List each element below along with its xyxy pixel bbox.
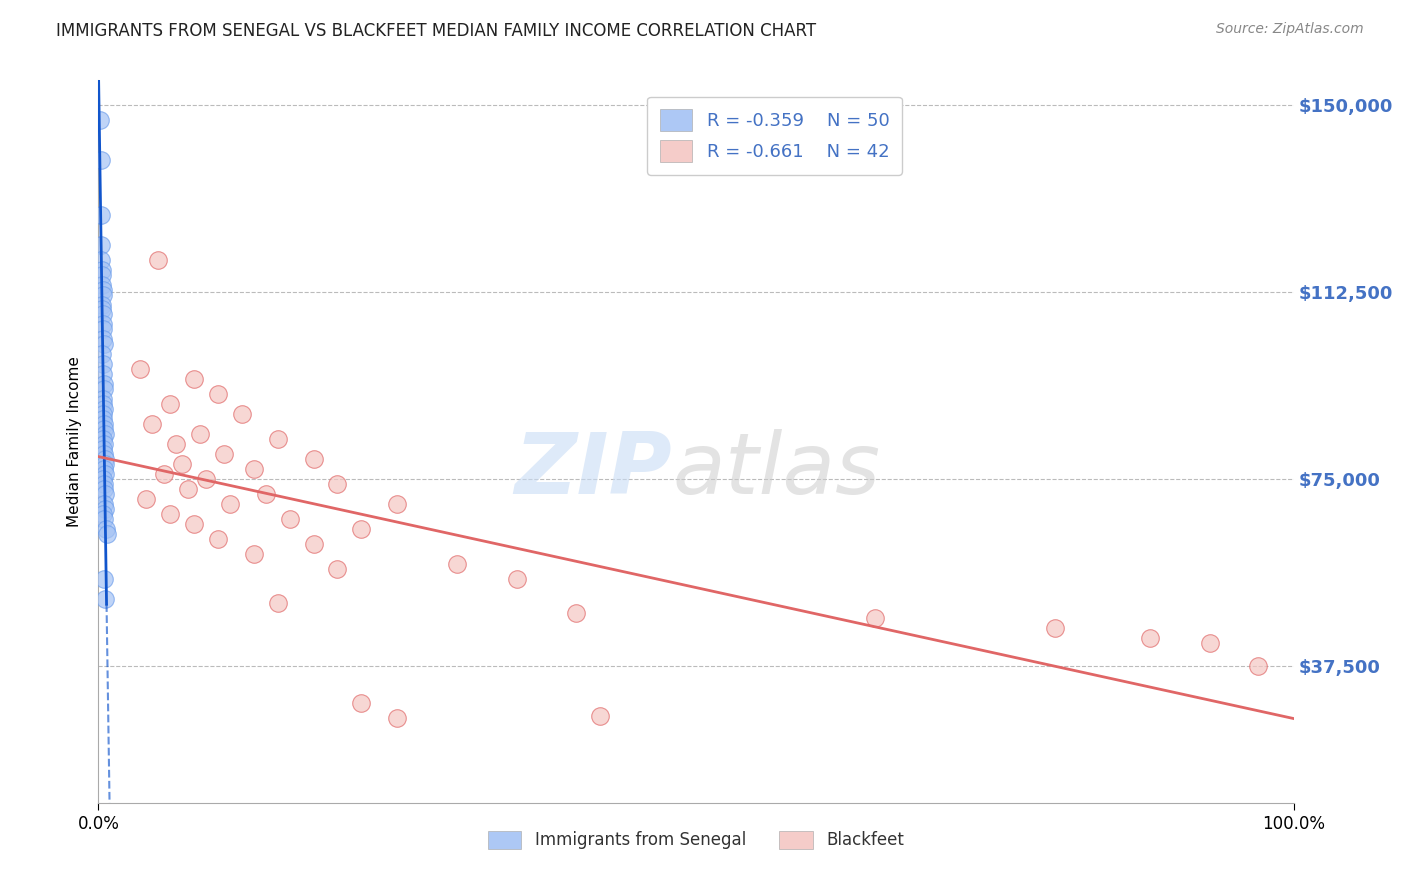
Point xyxy=(94,457,117,471)
Point xyxy=(148,252,170,267)
Point xyxy=(94,591,117,606)
Point xyxy=(302,452,325,467)
Point xyxy=(1199,636,1222,650)
Point xyxy=(96,526,118,541)
Point xyxy=(326,476,349,491)
Point xyxy=(93,482,115,496)
Point xyxy=(350,522,373,536)
Point xyxy=(91,368,114,382)
Point xyxy=(93,382,115,396)
Point xyxy=(94,501,117,516)
Point xyxy=(278,512,301,526)
Point xyxy=(93,447,115,461)
Point xyxy=(385,711,409,725)
Point xyxy=(153,467,176,481)
Point xyxy=(93,397,115,411)
Point xyxy=(90,208,112,222)
Point xyxy=(165,437,187,451)
Point xyxy=(91,392,114,407)
Point xyxy=(231,407,253,421)
Y-axis label: Median Family Income: Median Family Income xyxy=(67,356,83,527)
Point xyxy=(93,462,115,476)
Point xyxy=(94,427,117,442)
Point xyxy=(219,497,242,511)
Point xyxy=(91,277,114,292)
Point xyxy=(93,507,115,521)
Point xyxy=(91,407,114,421)
Point xyxy=(93,437,115,451)
Point xyxy=(172,457,194,471)
Point xyxy=(91,472,114,486)
Point xyxy=(93,572,115,586)
Point xyxy=(91,357,114,371)
Point xyxy=(1139,632,1161,646)
Point xyxy=(91,302,114,317)
Point xyxy=(243,547,266,561)
Point xyxy=(1247,658,1270,673)
Point xyxy=(90,237,112,252)
Point xyxy=(254,487,277,501)
Point xyxy=(91,347,114,361)
Point xyxy=(267,597,290,611)
Legend: Immigrants from Senegal, Blackfeet: Immigrants from Senegal, Blackfeet xyxy=(481,824,911,856)
Text: atlas: atlas xyxy=(672,429,880,512)
Point xyxy=(89,113,111,128)
Point xyxy=(350,696,373,710)
Point xyxy=(177,482,200,496)
Point xyxy=(129,362,152,376)
Point xyxy=(141,417,163,431)
Point xyxy=(91,308,114,322)
Point xyxy=(93,377,115,392)
Text: ZIP: ZIP xyxy=(515,429,672,512)
Point xyxy=(207,532,229,546)
Point xyxy=(93,497,115,511)
Point xyxy=(207,387,229,401)
Point xyxy=(267,432,290,446)
Point xyxy=(93,512,115,526)
Point xyxy=(93,422,115,436)
Point xyxy=(93,322,115,336)
Point xyxy=(90,297,112,311)
Point xyxy=(94,467,117,481)
Point xyxy=(91,318,114,332)
Point xyxy=(159,397,181,411)
Point xyxy=(865,611,887,625)
Text: Source: ZipAtlas.com: Source: ZipAtlas.com xyxy=(1216,22,1364,37)
Point xyxy=(93,476,115,491)
Point xyxy=(446,557,468,571)
Point xyxy=(565,607,588,621)
Point xyxy=(93,337,115,351)
Point xyxy=(94,487,117,501)
Point xyxy=(93,417,115,431)
Point xyxy=(183,516,205,531)
Point xyxy=(159,507,181,521)
Point xyxy=(135,491,157,506)
Point xyxy=(93,432,115,446)
Point xyxy=(90,252,112,267)
Point xyxy=(243,462,266,476)
Point xyxy=(94,522,117,536)
Point xyxy=(91,332,114,346)
Point xyxy=(91,283,114,297)
Point xyxy=(91,442,114,456)
Point xyxy=(93,402,115,417)
Point xyxy=(326,561,349,575)
Text: IMMIGRANTS FROM SENEGAL VS BLACKFEET MEDIAN FAMILY INCOME CORRELATION CHART: IMMIGRANTS FROM SENEGAL VS BLACKFEET MED… xyxy=(56,22,817,40)
Point xyxy=(90,153,112,167)
Point xyxy=(195,472,218,486)
Point xyxy=(90,262,112,277)
Point xyxy=(212,447,235,461)
Point xyxy=(188,427,211,442)
Point xyxy=(302,537,325,551)
Point xyxy=(589,708,612,723)
Point xyxy=(183,372,205,386)
Point xyxy=(93,452,115,467)
Point xyxy=(385,497,409,511)
Point xyxy=(506,572,529,586)
Point xyxy=(91,268,114,282)
Point xyxy=(1043,621,1066,635)
Point xyxy=(91,412,114,426)
Point xyxy=(91,287,114,301)
